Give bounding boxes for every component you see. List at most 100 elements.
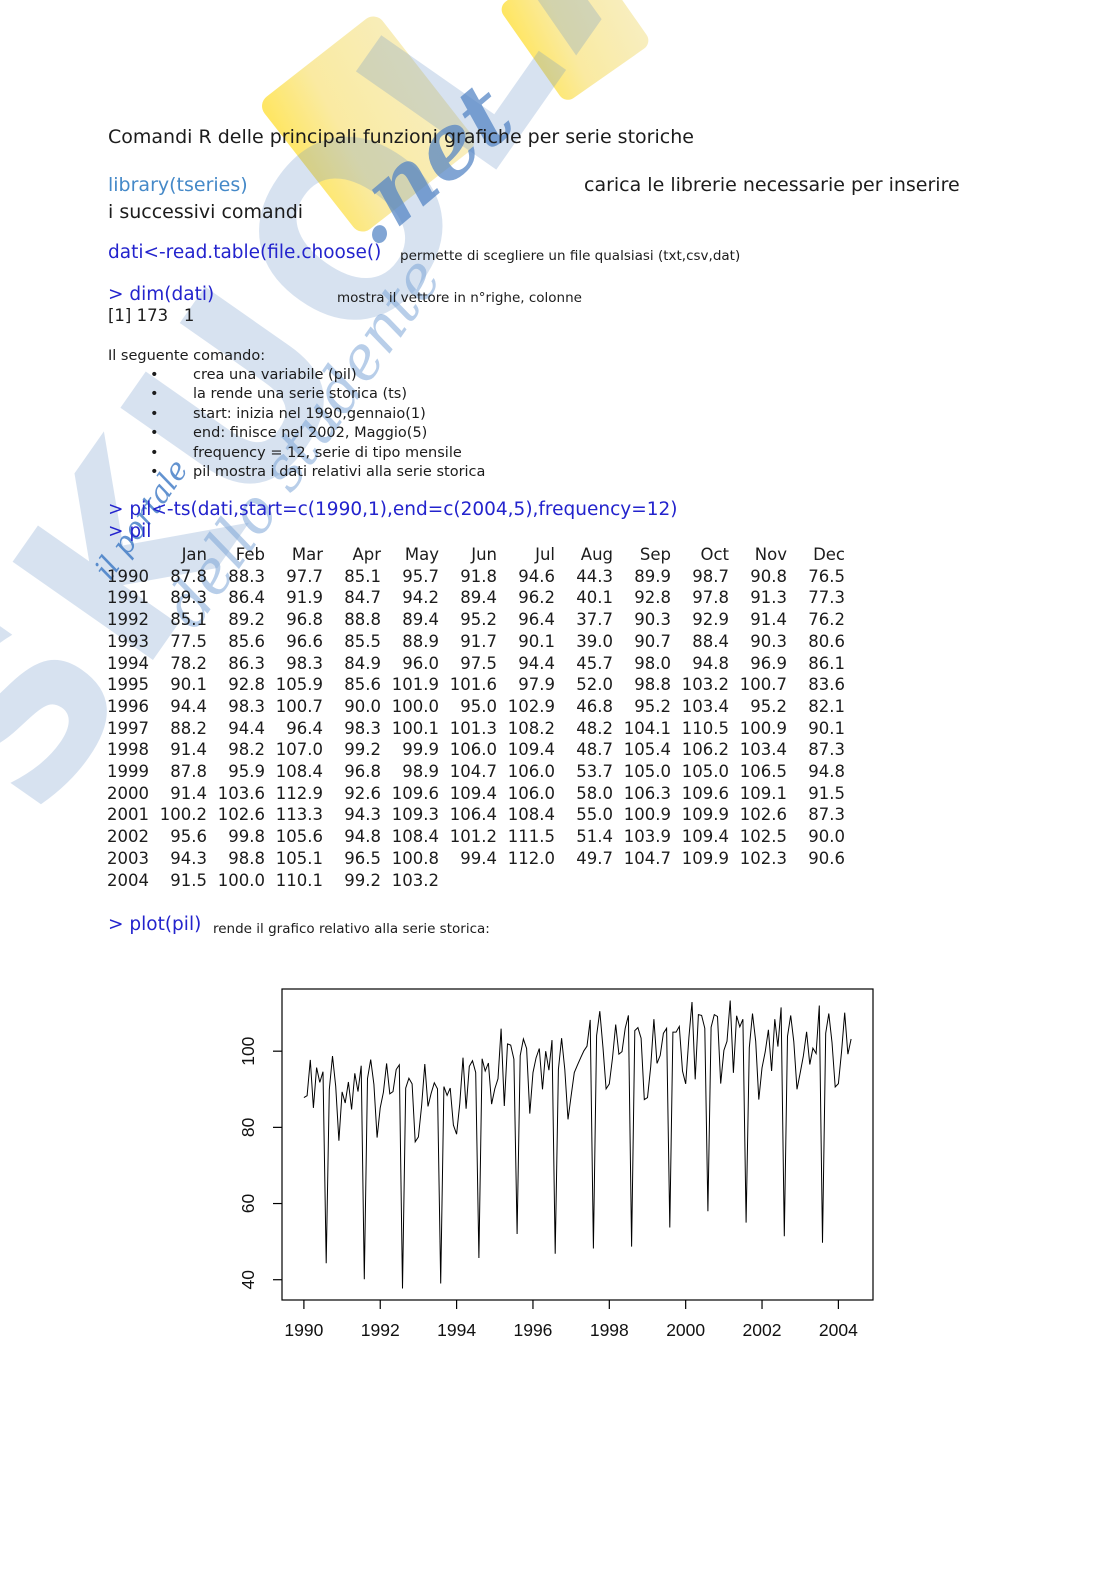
value-cell: 91.7 [460, 631, 497, 651]
year-cell: 1993 [107, 631, 149, 651]
value-cell: 103.4 [681, 696, 729, 716]
table-row: 1991 89.3 86.4 91.9 84.7 94.2 89.4 96.2 40.1 92.8… [107, 587, 845, 609]
value-cell: 77.3 [808, 588, 845, 608]
table-row: 2004 91.5 100.0 110.1 99.2 103.2 [107, 870, 845, 892]
value-cell: 109.3 [391, 805, 439, 825]
value-cell: 44.3 [576, 566, 613, 586]
year-cell: 1998 [107, 740, 149, 760]
value-cell: 95.2 [634, 696, 671, 716]
value-cell: 94.4 [518, 653, 555, 673]
month-header: Jun [471, 545, 497, 564]
value-cell: 77.5 [170, 631, 207, 651]
command-list-intro: Il seguente comando: [108, 348, 266, 364]
value-cell: 89.4 [460, 588, 497, 608]
table-row: 2001 100.2 102.6 113.3 94.3 109.3 106.4 108.4 55… [107, 804, 845, 826]
value-cell: 96.8 [344, 762, 381, 782]
value-cell: 108.4 [275, 762, 323, 782]
value-cell: 85.6 [344, 675, 381, 695]
time-series-plot-svg: 40 60 80 100 1990 1992 1994 1996 1998 2000 2002 200… [238, 988, 874, 1340]
table-row: 2000 91.4 103.6 112.9 92.6 109.6 109.4 106.0 58.… [107, 783, 845, 805]
value-cell: 48.7 [576, 740, 613, 760]
month-header: May [404, 545, 439, 564]
value-cell: 98.0 [634, 653, 671, 673]
table-row: 1999 87.8 95.9 108.4 96.8 98.9 104.7 106.0 53.7 1… [107, 761, 845, 783]
value-cell: 98.8 [634, 675, 671, 695]
value-cell: 98.3 [344, 718, 381, 738]
x-axis-label: 2004 [819, 1320, 858, 1340]
value-cell: 95.0 [460, 696, 497, 716]
value-cell: 88.4 [692, 631, 729, 651]
value-cell: 100.2 [159, 805, 207, 825]
bullet-item: pil mostra i dati relativi alla serie st… [150, 463, 485, 483]
value-cell: 91.8 [460, 566, 497, 586]
value-cell: 51.4 [576, 827, 613, 847]
value-cell: 88.8 [344, 610, 381, 630]
value-cell: 107.0 [275, 740, 323, 760]
value-cell: 100.0 [391, 696, 439, 716]
value-cell: 86.1 [808, 653, 845, 673]
value-cell: 89.9 [634, 566, 671, 586]
value-cell: 106.3 [623, 783, 671, 803]
value-cell: 109.4 [449, 783, 497, 803]
value-cell: 94.4 [228, 718, 265, 738]
table-row: 1992 85.1 89.2 96.8 88.8 89.4 95.2 96.4 37.7 90.3… [107, 609, 845, 631]
year-cell: 1991 [107, 588, 149, 608]
value-cell: 106.2 [681, 740, 729, 760]
value-cell: 109.4 [681, 827, 729, 847]
value-cell: 91.4 [750, 610, 787, 630]
value-cell: 85.1 [170, 610, 207, 630]
value-cell: 96.0 [402, 653, 439, 673]
value-cell: 103.2 [391, 870, 439, 890]
value-cell: 40.1 [576, 588, 613, 608]
value-cell: 109.6 [391, 783, 439, 803]
value-cell: 97.7 [286, 566, 323, 586]
value-cell: 85.5 [344, 631, 381, 651]
value-cell: 91.9 [286, 588, 323, 608]
value-cell: 91.4 [170, 740, 207, 760]
value-cell: 104.7 [449, 762, 497, 782]
value-cell: 91.5 [170, 870, 207, 890]
year-cell: 2001 [107, 805, 149, 825]
table-row: 1997 88.2 94.4 96.4 98.3 100.1 101.3 108.2 48.2 1… [107, 718, 845, 740]
plot-note: rende il grafico relativo alla serie sto… [213, 921, 490, 937]
bullet-item: la rende una serie storica (ts) [150, 385, 485, 405]
value-cell: 98.3 [228, 696, 265, 716]
table-row: 1998 91.4 98.2 107.0 99.2 99.9 106.0 109.4 48.7 1… [107, 739, 845, 761]
value-cell: 94.8 [344, 827, 381, 847]
value-cell [497, 870, 555, 892]
year-cell: 2004 [107, 870, 149, 890]
value-cell: 110.1 [275, 870, 323, 890]
watermark-yellow-diamond-small [497, 0, 653, 104]
value-cell: 99.8 [228, 827, 265, 847]
value-cell: 90.1 [808, 718, 845, 738]
value-cell: 48.2 [576, 718, 613, 738]
value-cell: 108.2 [507, 718, 555, 738]
value-cell [555, 870, 613, 892]
table-row: 1996 94.4 98.3 100.7 90.0 100.0 95.0 102.9 46.8 9… [107, 696, 845, 718]
year-cell: 1999 [107, 762, 149, 782]
page-title: Comandi R delle principali funzioni graf… [108, 126, 694, 148]
value-cell: 109.6 [681, 783, 729, 803]
value-cell: 94.6 [518, 566, 555, 586]
table-row: 2002 95.6 99.8 105.6 94.8 108.4 101.2 111.5 51.4… [107, 826, 845, 848]
value-cell: 109.1 [739, 783, 787, 803]
value-cell: 88.9 [402, 631, 439, 651]
value-cell: 89.3 [170, 588, 207, 608]
value-cell: 96.4 [518, 610, 555, 630]
time-series-chart: 40 60 80 100 1990 1992 1994 1996 1998 2000 2002 200… [210, 950, 900, 1380]
month-header: Oct [700, 545, 729, 564]
value-cell: 98.9 [402, 762, 439, 782]
year-cell: 1990 [107, 566, 149, 586]
y-axis-label: 40 [238, 1270, 258, 1290]
value-cell: 92.8 [228, 675, 265, 695]
x-axis-label: 1990 [284, 1320, 323, 1340]
table-corner-cell [107, 544, 149, 566]
value-cell: 100.7 [739, 675, 787, 695]
value-cell: 90.0 [344, 696, 381, 716]
value-cell: 94.3 [170, 848, 207, 868]
value-cell: 97.8 [692, 588, 729, 608]
year-cell: 1994 [107, 653, 149, 673]
month-header: Jan [181, 545, 207, 564]
value-cell: 99.2 [344, 740, 381, 760]
value-cell: 96.8 [286, 610, 323, 630]
